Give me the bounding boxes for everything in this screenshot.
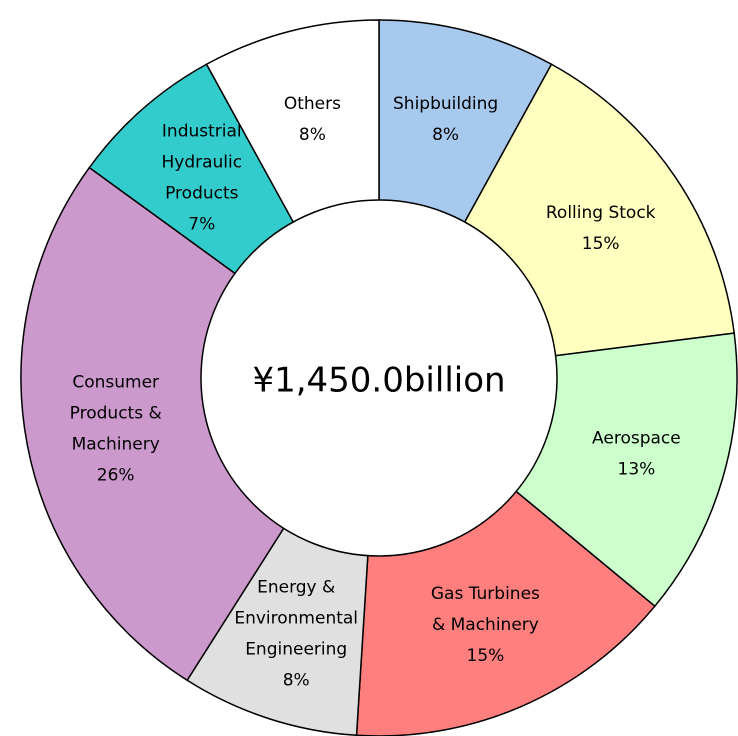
slice-label-line: Energy & [257,577,335,597]
slice-label-0: Shipbuilding 8% [393,94,498,145]
slice-label-line: Industrial [162,122,242,142]
slice-label-line: 15% [582,234,620,254]
slice-label-6: Industrial Hydraulic Products 7% [161,122,242,235]
center-total-label: ¥1,450.0billion [252,361,505,401]
slice-label-line: Rolling Stock [546,203,656,223]
slice-label-line: Gas Turbines [431,584,540,604]
pie-slice-5 [20,166,381,682]
donut-hole [200,199,558,557]
slice-label-line: 8% [283,670,310,690]
slice-label-3: Gas Turbines & Machinery 15% [431,584,540,666]
slice-label-line: Shipbuilding [393,94,498,114]
slice-label-line: 15% [467,646,505,666]
slice-label-line: 13% [618,459,656,479]
slice-label-line: & Machinery [432,615,539,635]
slice-label-line: Others [284,94,341,114]
slice-label-line: 7% [188,215,215,235]
slice-label-line: Machinery [72,435,160,455]
slice-label-line: 8% [299,125,326,145]
slice-label-line: Engineering [245,639,347,659]
slice-label-line: Hydraulic [161,153,242,173]
slice-label-5: Consumer Products & Machinery 26% [70,373,162,486]
slice-label-line: Products & [70,404,162,424]
slice-label-line: 8% [432,125,459,145]
labels-group: Shipbuilding 8% Rolling Stock 15% Aerospace 1… [70,94,681,691]
slice-label-line: Aerospace [592,428,681,448]
slice-label-4: Energy & Environmental Engineering 8% [234,577,358,690]
slice-label-7: Others 8% [284,94,341,145]
slice-label-line: 26% [97,466,135,486]
slice-label-1: Rolling Stock 15% [546,203,656,254]
slice-label-line: Environmental [234,608,358,628]
slice-label-line: Products [165,184,239,204]
slice-label-2: Aerospace 13% [592,428,681,479]
slice-label-line: Consumer [72,373,159,393]
